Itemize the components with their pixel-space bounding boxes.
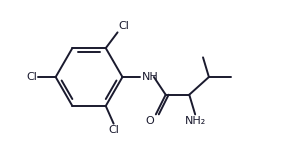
Text: O: O: [145, 116, 154, 126]
Text: NH: NH: [142, 72, 159, 82]
Text: Cl: Cl: [108, 125, 119, 135]
Text: Cl: Cl: [118, 21, 129, 31]
Text: Cl: Cl: [26, 72, 37, 82]
Text: NH₂: NH₂: [184, 116, 206, 126]
